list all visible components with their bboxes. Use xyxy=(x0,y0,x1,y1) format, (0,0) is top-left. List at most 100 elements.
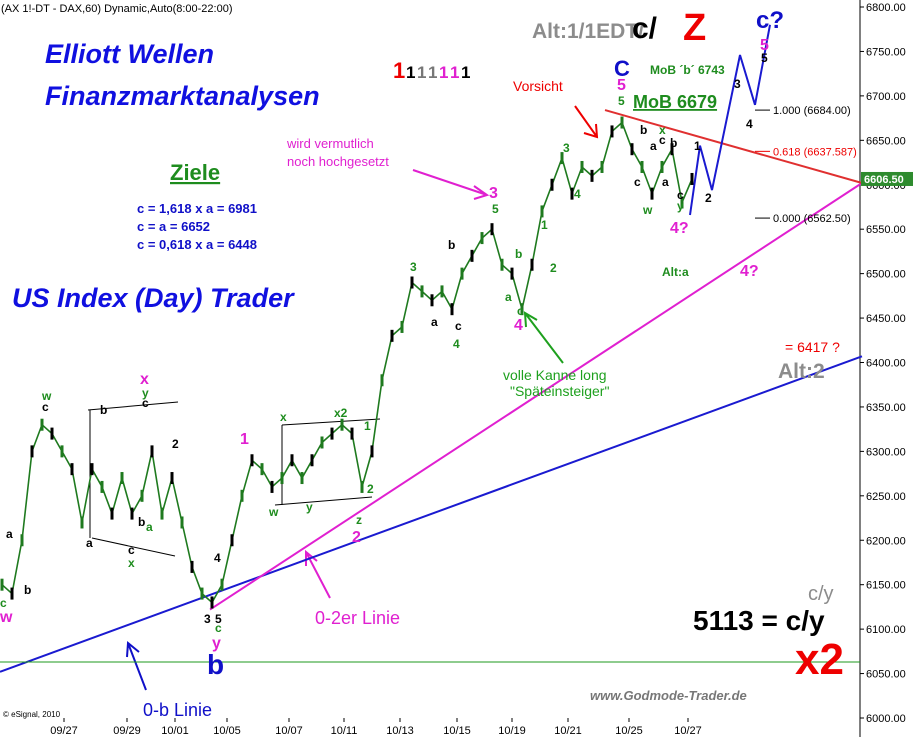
price-bar xyxy=(410,276,414,289)
price-bar xyxy=(80,516,84,529)
price-bar xyxy=(450,303,454,316)
y-tick-label: 6550.00 xyxy=(866,224,906,236)
price-bar xyxy=(220,578,224,591)
price-bar xyxy=(540,205,544,218)
wave-label: 4 xyxy=(514,317,523,334)
price-bar xyxy=(0,578,4,591)
degree-mark: 1 xyxy=(428,63,437,82)
wave-label: c xyxy=(659,133,666,147)
price-bar xyxy=(610,125,614,138)
price-bar xyxy=(600,160,604,173)
wave-label: b xyxy=(100,403,107,417)
wave-label: c xyxy=(142,396,149,410)
annotation: Finanzmarktanalysen xyxy=(45,81,320,111)
wave-label: 3 xyxy=(410,260,417,274)
fib-label: 0.000 (6562.50) xyxy=(773,213,851,225)
annotation: wird vermutlich xyxy=(286,136,374,151)
last-price-label: 6606.50 xyxy=(864,174,904,186)
price-bar xyxy=(60,445,64,458)
price-bar xyxy=(50,427,54,440)
last-price-box xyxy=(861,171,913,186)
x-tick-label: 10/13 xyxy=(386,725,414,737)
wave-label: c xyxy=(42,400,49,414)
wave-label: 5 xyxy=(618,94,625,108)
price-bar xyxy=(570,187,574,200)
wave-label: y xyxy=(306,500,313,514)
y-tick-label: 6500.00 xyxy=(866,269,906,281)
wave-label: a xyxy=(146,520,153,534)
x-tick-label: 10/19 xyxy=(498,725,526,737)
price-bar xyxy=(630,143,634,156)
price-bar xyxy=(240,489,244,502)
price-bar xyxy=(160,507,164,520)
wave-label: 5 xyxy=(761,51,768,65)
price-bar xyxy=(140,489,144,502)
wave-label: 3 xyxy=(489,185,498,202)
price-bar xyxy=(380,374,384,387)
annotation: c = 1,618 x a = 6981 xyxy=(137,201,257,216)
wave-label: w xyxy=(642,203,653,217)
wave-label: w xyxy=(268,505,279,519)
price-bar xyxy=(330,427,334,440)
price-bar xyxy=(170,472,174,485)
price-bar xyxy=(580,160,584,173)
annotation: c/ xyxy=(632,12,658,45)
annotation: C xyxy=(614,56,630,81)
annotation: noch hochgesetzt xyxy=(287,154,389,169)
wave-label: c xyxy=(517,304,524,318)
wave-label: b xyxy=(138,515,145,529)
wave-label: 4 xyxy=(214,551,221,565)
price-bar xyxy=(480,232,484,245)
wave-label: 3 xyxy=(734,77,741,91)
x-tick-label: 10/15 xyxy=(443,725,471,737)
wave-label: y xyxy=(677,199,684,213)
wave-label: a xyxy=(6,527,13,541)
price-bar xyxy=(590,169,594,182)
wave-label: x xyxy=(280,410,287,424)
y-tick-label: 6700.00 xyxy=(866,91,906,103)
trendline xyxy=(604,109,863,184)
wave-label: b xyxy=(24,583,31,597)
wave-label: 5 xyxy=(492,202,499,216)
x-tick-label: 10/27 xyxy=(674,725,702,737)
wave-label: a xyxy=(431,315,438,329)
price-bar xyxy=(110,507,114,520)
x-tick-label: 10/21 xyxy=(554,725,582,737)
x-tick-label: 09/27 xyxy=(50,725,78,737)
wave-label: x2 xyxy=(334,406,348,420)
y-tick-label: 6750.00 xyxy=(866,46,906,58)
price-bar xyxy=(660,160,664,173)
annotation: c/y xyxy=(808,583,834,605)
annotation: = 6417 ? xyxy=(785,339,840,355)
wave-label: 1 xyxy=(541,218,548,232)
wave-label: c xyxy=(128,543,135,557)
wave-label: x xyxy=(140,371,149,388)
annotation: Alt:a xyxy=(662,265,689,279)
x-tick-label: 09/29 xyxy=(113,725,141,737)
price-bar xyxy=(490,223,494,236)
wave-label: c xyxy=(634,175,641,189)
price-bar xyxy=(560,152,564,165)
y-tick-label: 6000.00 xyxy=(866,713,906,725)
degree-mark: 1 xyxy=(393,58,405,83)
price-bar xyxy=(70,463,74,476)
price-bar xyxy=(500,258,504,271)
annotation: Alt:2 xyxy=(778,360,825,383)
annotation: 0-2er Linie xyxy=(315,608,400,628)
price-bar xyxy=(90,463,94,476)
annotation: Alt:1/1EDT/ xyxy=(532,20,644,43)
wave-label: 1 xyxy=(694,139,701,153)
wave-label: x xyxy=(128,556,135,570)
wave-label: b xyxy=(670,136,677,150)
wave-label: a xyxy=(662,175,669,189)
price-bar xyxy=(420,285,424,298)
price-bar xyxy=(690,172,694,185)
annotation: 5113 = c/y xyxy=(693,605,825,636)
wave-label: c xyxy=(215,621,222,635)
price-bar xyxy=(520,303,524,316)
wave-label: z xyxy=(356,513,362,527)
wave-label: y xyxy=(142,386,149,400)
trendline xyxy=(689,24,771,216)
price-bar xyxy=(670,143,674,156)
annotation: c = 0,618 x a = 6448 xyxy=(137,237,257,252)
